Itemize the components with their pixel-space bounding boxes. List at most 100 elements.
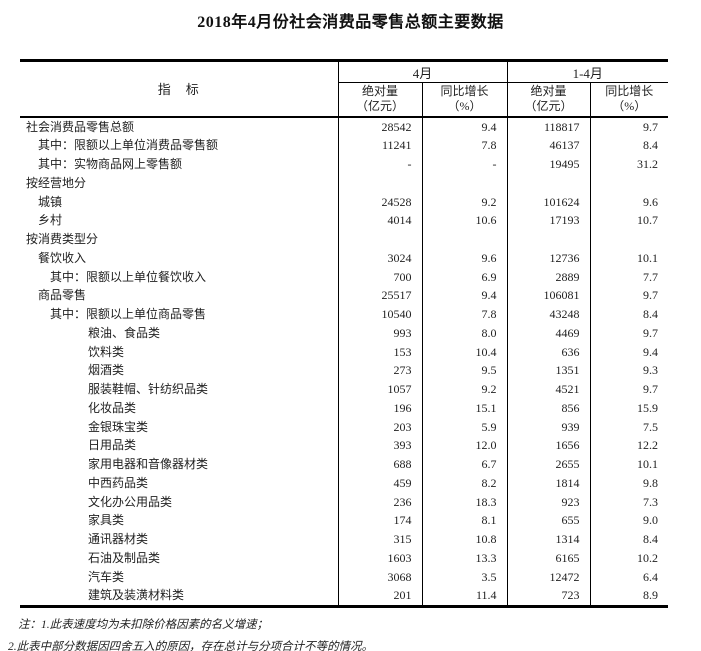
row-indicator-label: 粮油、食品类 — [88, 325, 161, 340]
table-row: 乡村 4014 10.6 17193 10.7 — [20, 211, 669, 230]
row-value-cell: 118817 — [506, 116, 591, 137]
row-value-cell: 1314 — [506, 530, 591, 549]
row-indicator-label: 服装鞋帽、针纺织品类 — [88, 382, 209, 396]
row-value-cell — [506, 230, 591, 249]
row-value-cell: 4469 — [506, 323, 591, 343]
row-value-cell: 9.5 — [421, 361, 508, 380]
row-value-cell: 101624 — [506, 192, 591, 212]
row-value-cell: 9.8 — [589, 473, 669, 493]
row-value-cell: 1057 — [337, 380, 422, 399]
row-value-cell: 7.8 — [421, 136, 508, 155]
row-indicator-label: 商品零售 — [38, 288, 87, 303]
row-value-cell: 3024 — [337, 248, 422, 268]
row-value-cell: 10.1 — [589, 248, 669, 268]
row-value-cell: 393 — [337, 436, 422, 455]
row-value-cell: 15.9 — [589, 398, 669, 418]
row-indicator-label: 社会消费品零售总额 — [26, 119, 135, 134]
data-table: 指 标 4月 1-4月 绝对量 （亿元） 同比增长 （%） 绝对量 （亿元） — [20, 59, 669, 608]
row-value-cell: 8.1 — [421, 511, 508, 530]
row-value-cell: 923 — [506, 492, 591, 512]
row-value-cell: 700 — [337, 267, 422, 287]
row-value-cell: 9.4 — [589, 342, 669, 362]
row-value-cell: 10.7 — [589, 211, 669, 230]
row-value-cell: 9.4 — [421, 116, 508, 137]
row-value-cell: 196 — [337, 398, 422, 418]
row-indicator-label: 化妆品类 — [88, 400, 137, 415]
row-indicator-label: 其中：限额以上单位商品零售 — [50, 307, 207, 321]
row-value-cell: 15.1 — [421, 398, 508, 418]
row-value-cell: 12.2 — [589, 436, 669, 455]
row-value-cell: 201 — [337, 586, 422, 607]
table-row: 按消费类型分 — [20, 230, 669, 249]
row-indicator-label: 餐饮收入 — [38, 250, 87, 265]
row-value-cell: 9.7 — [589, 323, 669, 343]
row-value-cell: 9.4 — [421, 286, 508, 305]
row-value-cell: 8.4 — [589, 530, 669, 549]
row-indicator-label: 其中：实物商品网上零售额 — [38, 157, 183, 171]
row-indicator-label: 乡村 — [38, 213, 63, 228]
row-value-cell: 17193 — [506, 211, 591, 230]
row-value-cell: 5.9 — [421, 417, 508, 437]
row-value-cell: 6.4 — [589, 567, 669, 587]
row-value-cell: 1656 — [506, 436, 591, 455]
row-value-cell — [337, 230, 422, 249]
header-group-cumulative: 1-4月 — [506, 60, 669, 83]
table-row: 金银珠宝类 203 5.9 939 7.5 — [20, 417, 669, 437]
table-row: 其中：实物商品网上零售额 - -19495 31.2 — [20, 155, 669, 174]
row-indicator-label: 家用电器和音像器材类 — [88, 457, 209, 471]
row-value-cell: 688 — [337, 455, 422, 474]
table-header: 指 标 4月 1-4月 绝对量 （亿元） 同比增长 （%） 绝对量 （亿元） — [20, 60, 669, 118]
table-row: 家用电器和音像器材类 688 6.7 2655 10.1 — [20, 455, 669, 474]
row-value-cell: 7.7 — [589, 267, 669, 287]
row-value-cell: 8.9 — [589, 586, 669, 607]
row-indicator-label: 金银珠宝类 — [88, 419, 149, 434]
row-value-cell: 11241 — [337, 136, 422, 155]
row-value-cell: 8.4 — [589, 305, 669, 324]
page-title: 2018年4月份社会消费品零售总额主要数据 — [197, 14, 504, 31]
row-indicator-label: 其中：限额以上单位消费品零售额 — [38, 138, 219, 153]
table-row: 饮料类 153 10.4 636 9.4 — [20, 342, 669, 362]
row-indicator-label: 家具类 — [88, 513, 125, 528]
header-yoy-line2: （%） — [612, 99, 647, 114]
row-value-cell: 10.2 — [589, 548, 669, 568]
note-line: 2.此表中部分数据因四舍五入的原因，存在总计与分项合计不等的情况。 — [8, 641, 374, 651]
row-value-cell: 25517 — [337, 286, 422, 305]
row-value-cell: 9.0 — [589, 511, 669, 530]
header-yoy-line1: 同比增长 — [605, 84, 654, 99]
row-value-cell: 4014 — [337, 211, 422, 230]
header-absolute-line1: 绝对量 — [361, 84, 398, 99]
row-value-cell: 43248 — [506, 305, 591, 324]
row-value-cell: 9.7 — [589, 116, 669, 137]
row-value-cell: 46137 — [506, 136, 591, 155]
row-value-cell: 9.2 — [421, 380, 508, 399]
row-value-cell: 4521 — [506, 380, 591, 399]
row-value-cell — [421, 230, 508, 249]
row-value-cell: 12.0 — [421, 436, 508, 455]
row-value-cell: 10.4 — [421, 342, 508, 362]
header-cumulative-absolute: 绝对量 （亿元） — [506, 82, 591, 118]
row-value-cell: 3068 — [337, 567, 422, 587]
row-value-cell: 8.2 — [421, 473, 508, 493]
row-value-cell: 153 — [337, 342, 422, 362]
row-value-cell: 1814 — [506, 473, 591, 493]
row-value-cell: 459 — [337, 473, 422, 493]
header-absolute-line2: （亿元） — [524, 99, 573, 114]
table-row: 粮油、食品类 993 8.0 4469 9.7 — [20, 323, 669, 343]
table-row: 建筑及装潢材料类 201 11.4 723 8.9 — [20, 586, 669, 607]
header-indicator: 指 标 — [20, 60, 338, 118]
row-value-cell: 2655 — [506, 455, 591, 474]
row-value-cell: 273 — [337, 361, 422, 380]
row-value-cell: 28542 — [337, 116, 422, 137]
row-value-cell: 993 — [337, 323, 422, 343]
row-indicator-label: 烟酒类 — [88, 363, 125, 378]
table-row: 汽车类 3068 3.5 12472 6.4 — [20, 567, 669, 587]
table-body: 社会消费品零售总额 28542 9.4 118817 9.7 其中：限额以上单位消费品零售… — [20, 116, 669, 607]
row-value-cell: 13.3 — [421, 548, 508, 568]
table-notes: 注：1.此表速度均为未扣除价格因素的名义增速； 2.此表中部分数据因四舍五入的原… — [8, 614, 701, 651]
table-row: 中西药品类 459 8.2 1814 9.8 — [20, 473, 669, 493]
row-indicator-label: 按消费类型分 — [26, 232, 99, 246]
row-value-cell: 12736 — [506, 248, 591, 268]
row-value-cell: 3.5 — [421, 567, 508, 587]
row-value-cell: 655 — [506, 511, 591, 530]
row-value-cell — [589, 173, 669, 193]
